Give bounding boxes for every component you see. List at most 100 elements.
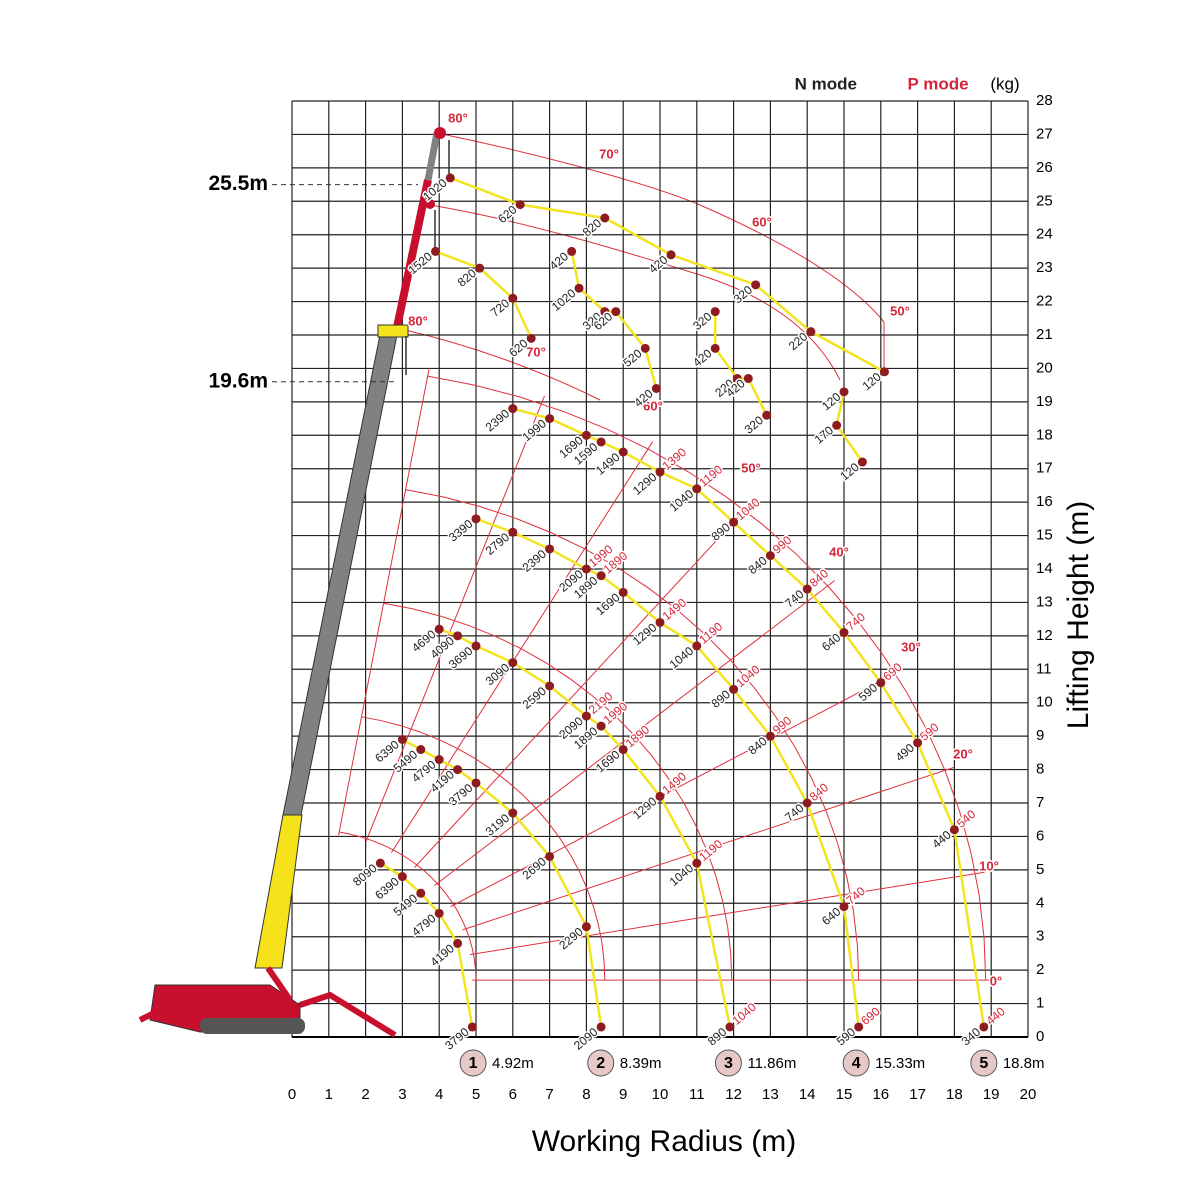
x-tick-label: 7 — [545, 1086, 553, 1103]
n-load-label: 2690 — [520, 854, 550, 882]
sheave — [425, 199, 435, 209]
n-load-label: 4190 — [428, 941, 458, 969]
jib-tip — [424, 132, 441, 181]
load-point — [600, 307, 610, 317]
angle-label: 50° — [741, 460, 761, 475]
angle-label: 60° — [752, 214, 772, 229]
y-tick-label: 11 — [1036, 660, 1052, 677]
load-point — [979, 1022, 989, 1032]
boom-marker — [970, 1049, 998, 1077]
n-load-label: 5490 — [391, 891, 421, 919]
x-tick-label: 18 — [946, 1086, 963, 1103]
load-point — [618, 447, 628, 457]
load-point — [879, 367, 889, 377]
load-point — [596, 571, 606, 581]
boom-marker — [459, 1049, 487, 1077]
decoration — [291, 100, 1029, 1038]
load-point — [596, 437, 606, 447]
boom-radius: 4.92m — [492, 1055, 534, 1072]
n-load-label: 2590 — [520, 684, 550, 712]
load-point — [949, 825, 959, 835]
load-point — [762, 410, 772, 420]
n-load-label: 2390 — [483, 406, 513, 434]
n-load-label: 2090 — [571, 1025, 601, 1053]
angle-label: 50° — [890, 303, 910, 318]
n-load-label: 1490 — [593, 450, 623, 478]
p-load-label: 1040 — [733, 662, 763, 690]
x-axis-title: Working Radius (m) — [532, 1125, 797, 1158]
load-point — [876, 678, 886, 688]
angle-line — [434, 580, 836, 887]
load-point — [581, 922, 591, 932]
n-load-label: 3190 — [483, 811, 513, 839]
angle-label: 40° — [829, 544, 849, 559]
load-point — [453, 631, 463, 641]
p-load-label: 1190 — [696, 837, 725, 865]
load-point — [453, 765, 463, 775]
load-point — [651, 383, 661, 393]
load-point — [765, 551, 775, 561]
x-tick-label: 11 — [689, 1086, 705, 1103]
load-point — [732, 373, 742, 383]
x-tick-label: 1 — [325, 1086, 333, 1103]
boom-marker — [714, 1049, 742, 1077]
load-point — [397, 734, 407, 744]
load-point — [545, 681, 555, 691]
n-load-label: 1690 — [593, 747, 623, 775]
legend-n: N mode — [795, 74, 857, 93]
legend-p: P mode — [907, 74, 968, 93]
load-point — [434, 908, 444, 918]
load-point — [600, 213, 610, 223]
load-point — [913, 738, 923, 748]
load-point — [618, 587, 628, 597]
boom-marker — [842, 1049, 870, 1077]
y-tick-label: 1 — [1036, 995, 1044, 1012]
load-point — [508, 527, 518, 537]
load-point — [596, 1022, 606, 1032]
x-tick-label: 2 — [361, 1086, 369, 1103]
load-point — [445, 173, 455, 183]
load-point — [397, 872, 407, 882]
load-point — [581, 564, 591, 574]
jib-angle-curve — [436, 132, 885, 370]
load-point — [471, 778, 481, 788]
x-tick-label: 14 — [799, 1086, 816, 1103]
load-point — [515, 200, 525, 210]
angle-label: 60° — [643, 398, 663, 413]
load-point — [839, 387, 849, 397]
n-load-label: 1040 — [667, 486, 697, 514]
x-tick-label: 20 — [1020, 1086, 1037, 1103]
load-point — [839, 902, 849, 912]
outrigger — [299, 991, 397, 1038]
n-load-label: 1290 — [630, 470, 660, 498]
load-point — [567, 246, 577, 256]
load-point — [839, 628, 849, 638]
y-tick-label: 25 — [1036, 192, 1053, 209]
x-tick-label: 6 — [509, 1086, 517, 1103]
load-point — [857, 457, 867, 467]
outrigger — [138, 1007, 162, 1023]
x-tick-label: 8 — [582, 1086, 590, 1103]
n-load-label: 3090 — [483, 660, 513, 688]
boom-radius: 18.8m — [1003, 1055, 1045, 1072]
boom-marker — [587, 1049, 615, 1077]
track — [200, 1018, 305, 1034]
x-tick-label: 3 — [398, 1086, 406, 1103]
load-point — [581, 711, 591, 721]
p-load-label: 1190 — [696, 462, 725, 490]
y-tick-label: 12 — [1036, 627, 1053, 644]
load-point — [692, 484, 702, 494]
angle-label: 70° — [526, 344, 546, 359]
load-point — [545, 544, 555, 554]
angle-label: 30° — [901, 639, 921, 654]
x-tick-label: 0 — [288, 1086, 296, 1103]
n-load-label: 1040 — [667, 644, 697, 672]
angle-label: 0° — [990, 973, 1002, 988]
boom — [282, 329, 399, 816]
y-tick-label: 6 — [1036, 827, 1044, 844]
boom-base — [254, 814, 303, 969]
height-label: 19.6m — [208, 369, 268, 392]
p-load-label: 1190 — [696, 619, 725, 647]
load-point — [765, 731, 775, 741]
load-point — [545, 851, 555, 861]
